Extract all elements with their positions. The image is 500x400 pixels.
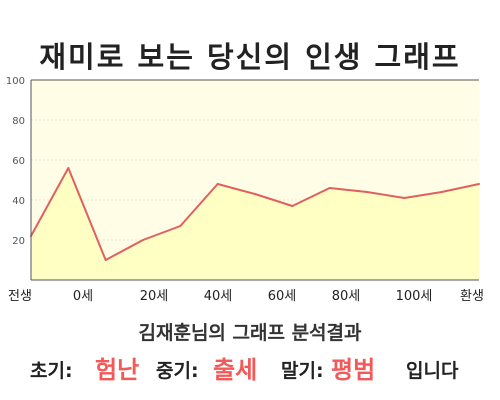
data-point [440,191,443,193]
data-point [328,187,331,189]
x-tick-label: 100세 [396,289,433,304]
area-fill [31,168,479,280]
early-value: 험난 [95,356,140,384]
data-point [142,239,144,241]
y-tick-label: 80 [12,116,25,127]
x-tick-label: 40세 [204,289,233,304]
data-point [104,259,107,261]
x-tick-label: 80세 [332,289,361,304]
data-point [366,191,368,193]
early-label: 초기: [30,360,73,382]
x-tick-label: 환생 [460,289,484,304]
y-tick-label: 100 [6,76,25,87]
mid-value: 출세 [213,356,258,384]
chart-title: 재미로 보는 당신의 인생 그래프 [39,40,461,74]
data-point [179,225,182,227]
data-point [478,183,480,185]
summary-suffix: 입니다 [406,360,459,382]
y-tick-label: 20 [12,236,25,247]
data-point [216,183,219,185]
y-tick-label: 40 [12,196,25,207]
data-point [254,193,256,195]
data-point [67,167,70,169]
analysis-summary: 초기: 험난 중기: 출세 말기: 평범 입니다 [0,346,500,386]
data-point [291,205,294,207]
data-point [403,197,406,199]
x-tick-label: 전생 [8,289,32,304]
late-label: 말기: [281,360,324,382]
life-graph-chart: 20 40 60 80 100 전생 0세 20세 40세 60세 80세 100세 환생 [6,76,484,304]
x-tick-label: 20세 [140,289,169,304]
analysis-caption: 김재훈님의 그래프 분석결과 [138,322,362,344]
late-value: 평범 [331,356,376,384]
x-tick-label: 0세 [73,289,93,304]
x-tick-label: 60세 [268,289,297,304]
y-tick-label: 60 [12,156,25,167]
mid-label: 중기: [156,360,199,382]
